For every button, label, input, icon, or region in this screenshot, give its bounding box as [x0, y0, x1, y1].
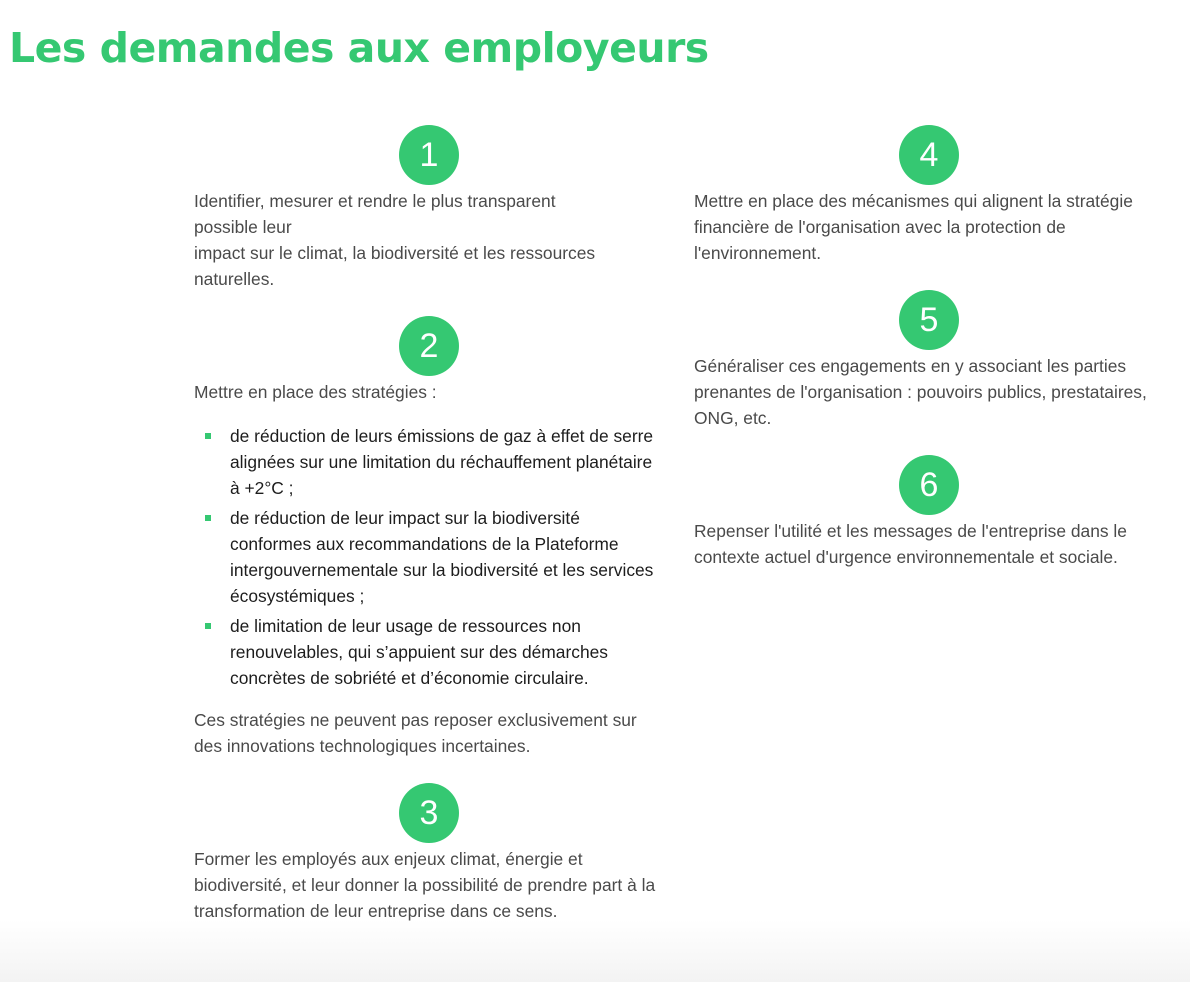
step-number-badge: 4 — [899, 125, 959, 185]
bullet-square-icon — [205, 433, 211, 439]
step-text: Former les employés aux enjeux climat, é… — [194, 849, 656, 921]
page-title: Les demandes aux employeurs — [9, 24, 709, 72]
step-1: 1 Identifier, mesurer et rendre le plus … — [194, 125, 664, 292]
list-item: de limitation de leur usage de ressource… — [194, 613, 664, 691]
bullet-square-icon — [205, 515, 211, 521]
bullet-square-icon — [205, 623, 211, 629]
strategy-note: Ces stratégies ne peuvent pas reposer ex… — [194, 710, 637, 756]
right-column: 4 Mettre en place des mécanismes qui ali… — [694, 125, 1172, 570]
step-number-badge: 5 — [899, 290, 959, 350]
step-number-badge: 2 — [399, 316, 459, 376]
step-text: Identifier, mesurer et rendre le plus tr… — [194, 191, 596, 289]
step-number-badge: 3 — [399, 783, 459, 843]
step-text: Généraliser ces engagements en y associa… — [694, 356, 1147, 428]
step-text: Mettre en place des mécanismes qui align… — [694, 191, 1133, 263]
step-4: 4 Mettre en place des mécanismes qui ali… — [694, 125, 1172, 266]
strategy-list: de réduction de leurs émissions de gaz à… — [194, 423, 664, 691]
step-intro: Mettre en place des stratégies : — [194, 382, 437, 402]
left-column: 1 Identifier, mesurer et rendre le plus … — [194, 125, 664, 924]
list-item: de réduction de leur impact sur la biodi… — [194, 505, 664, 609]
step-number-badge: 6 — [899, 455, 959, 515]
step-3: 3 Former les employés aux enjeux climat,… — [194, 783, 664, 924]
step-6: 6 Repenser l'utilité et les messages de … — [694, 455, 1172, 570]
step-text: Repenser l'utilité et les messages de l'… — [694, 521, 1127, 567]
list-item: de réduction de leurs émissions de gaz à… — [194, 423, 664, 501]
step-number-badge: 1 — [399, 125, 459, 185]
step-2: 2 Mettre en place des stratégies : de ré… — [194, 316, 664, 759]
step-5: 5 Généraliser ces engagements en y assoc… — [694, 290, 1172, 431]
